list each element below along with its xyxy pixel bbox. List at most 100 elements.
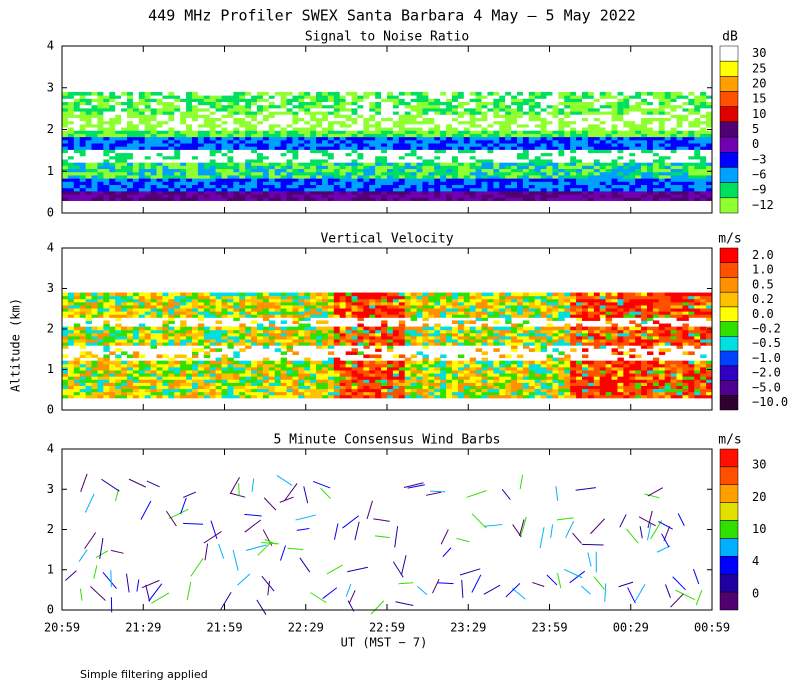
plot-cell [440,155,447,160]
plot-cell [262,133,270,138]
plot-cell [369,114,376,118]
plot-cell [641,165,648,170]
plot-cell [333,114,341,118]
plot-cell [73,329,81,334]
plot-cell [593,117,601,122]
plot-cell [209,388,217,393]
colorbar-label: 10 [752,107,766,121]
plot-cell [292,178,299,182]
plot-cell [357,136,364,141]
plot-cell [428,133,435,138]
plot-cell [233,117,240,122]
plot-cell [168,123,175,128]
plot-cell [132,136,140,141]
plot-cell [245,178,252,182]
plot-cell [67,107,75,112]
plot-cell [221,184,228,189]
plot-cell [310,114,317,118]
plot-cell [664,114,672,118]
plot-cell [333,143,341,147]
plot-cell [79,326,87,331]
plot-cell [564,181,571,186]
plot-cell [233,369,240,374]
plot-cell [209,98,217,103]
plot-cell [85,332,93,337]
plot-cell [79,133,87,138]
plot-cell [587,120,595,125]
plot-cell [168,152,175,157]
plot-cell [700,190,707,195]
plot-cell [286,197,293,201]
plot-cell [203,104,211,109]
plot-cell [416,107,423,112]
plot-cell [688,136,695,141]
plot-cell [676,149,683,154]
plot-cell [587,168,595,173]
plot-cell [79,146,87,150]
plot-cell [239,295,246,300]
plot-cell [174,162,181,166]
plot-cell [180,184,187,189]
plot-cell [593,194,601,198]
plot-cell [617,194,624,198]
plot-cell [493,136,500,141]
plot-cell [251,304,258,309]
plot-cell [144,149,152,154]
plot-cell [558,107,565,112]
plot-cell [262,342,270,346]
plot-cell [150,314,158,318]
plot-cell [262,171,270,176]
plot-cell [245,298,252,303]
plot-cell [162,342,169,346]
plot-cell [109,332,116,337]
plot-cell [670,104,678,109]
plot-cell [310,197,317,201]
plot-cell [174,391,181,396]
plot-cell [564,101,571,106]
plot-cell [428,91,435,96]
plot-cell [227,104,234,109]
plot-cell [292,123,299,128]
plot-cell [192,301,199,306]
plot-cell [392,165,400,170]
plot-cell [452,146,459,150]
plot-cell [322,174,329,179]
plot-cell [132,391,140,396]
plot-cell [522,152,530,157]
plot-cell [387,127,394,131]
plot-cell [576,104,583,109]
plot-cell [363,155,370,160]
plot-cell [387,162,394,166]
plot-cell [292,326,299,331]
plot-cell [310,190,317,195]
plot-cell [570,107,577,112]
plot-cell [91,197,98,201]
plot-cell [463,143,471,147]
plot-cell [493,143,500,147]
plot-cell [416,133,423,138]
plot-cell [97,376,104,380]
plot-cell [369,130,376,134]
plot-cell [121,120,128,125]
plot-cell [428,143,435,147]
plot-cell [487,127,494,131]
plot-cell [156,292,163,297]
plot-cell [115,136,122,141]
plot-cell [79,295,87,300]
plot-cell [629,158,636,163]
plot-cell [576,114,583,118]
plot-cell [121,117,128,122]
plot-cell [316,197,323,201]
plot-cell [109,326,116,331]
plot-cell [345,143,353,147]
plot-cell [162,139,169,144]
plot-cell [469,127,477,131]
plot-cell [688,133,695,138]
plot-cell [629,162,636,166]
plot-cell [499,190,506,195]
plot-cell [375,117,382,122]
plot-cell [144,143,152,147]
plot-cell [121,91,128,96]
plot-cell [322,194,329,198]
plot-cell [564,197,571,201]
